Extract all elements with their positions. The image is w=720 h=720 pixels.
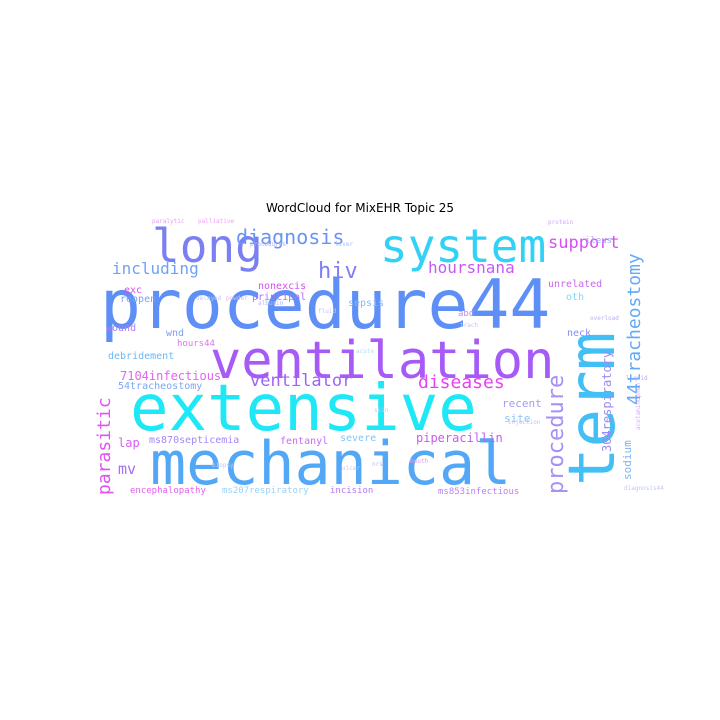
word-oth: oth (566, 292, 584, 303)
word-parasitic: parasitic (94, 397, 115, 495)
word-mv: mv (118, 460, 136, 478)
word-54tracheostomy: 54tracheostomy (118, 381, 202, 392)
word-unrelated: unrelated (548, 279, 602, 290)
word-nrs: nrs (372, 461, 383, 468)
word-lap: lap (118, 436, 140, 450)
word-procedure44: procedure44 (100, 266, 550, 345)
word-incision: incision (330, 486, 373, 496)
word-sodium: sodium (621, 440, 634, 480)
word-304respiratory: 304respiratory (600, 351, 614, 452)
word-trach: trach (460, 322, 478, 329)
word-liquid: liquid (626, 375, 648, 382)
word-debridement: debridement (108, 351, 174, 362)
word-skin: skin (374, 407, 389, 414)
word-reopen: reopen (120, 294, 156, 305)
word-protein: protein (548, 219, 574, 226)
word-recent: recent (502, 397, 542, 410)
word-ms870septicemia: ms870septicemia (149, 435, 239, 446)
word-mouth: mouth (410, 458, 428, 465)
word-wnd: wnd (166, 328, 184, 339)
word-hoursnana: hoursnana (428, 258, 515, 277)
word-delayed: delayed (196, 295, 222, 302)
word-ventilator: ventilator (250, 371, 352, 391)
word-wound: wound (106, 323, 136, 334)
word-exc: exc (124, 285, 142, 296)
word-acute: acute (356, 348, 374, 355)
word-ileus: ileus (585, 236, 612, 246)
word-44tracheostomy: 44tracheostomy (624, 253, 645, 405)
word-severe: severe (340, 433, 376, 444)
word-procedure: procedure (544, 375, 569, 494)
word-diagnosis44: diagnosis44 (624, 485, 664, 492)
word-long: long (152, 219, 263, 273)
word-albumin: albumin (258, 300, 284, 307)
word-palliative: palliative (198, 218, 235, 225)
word-sepsis: sepsis (348, 298, 384, 309)
word-encephalopathy: encephalopathy (130, 486, 206, 496)
word-extensive: extensive (130, 372, 477, 446)
word-7104infectious: 7104infectious (120, 369, 221, 383)
word-paralytic: paralytic (152, 218, 185, 225)
word-including: including (112, 259, 199, 278)
word-hiv: hiv (318, 259, 358, 284)
word-ulcer: ulcer (342, 465, 360, 472)
word-piperacillin: piperacillin (416, 431, 503, 445)
word-ms853infectious: ms853infectious (438, 487, 519, 497)
word-fentanyl: fentanyl (280, 436, 328, 447)
word-mechanical: mechanical (150, 429, 511, 499)
word-liver: liver (335, 241, 353, 248)
word-overload: overload (590, 315, 619, 322)
word-support: support (548, 233, 620, 253)
word-fluid: fluid (318, 308, 336, 315)
word-hours44: hours44 (177, 339, 215, 349)
chart-title: WordCloud for MixEHR Topic 25 (265, 201, 455, 215)
word-principal: principal (252, 292, 306, 303)
word-diseases: diseases (418, 372, 505, 393)
word-neck: neck (567, 328, 591, 339)
word-site: site (504, 412, 531, 425)
word-nonexcis: nonexcis (258, 281, 306, 292)
word-biopsy: biopsy (212, 462, 234, 469)
word-diagnosis: diagnosis (236, 225, 344, 249)
word-abd: abd (458, 309, 474, 319)
word-term: term (556, 332, 630, 486)
word-injection: injection (508, 419, 541, 426)
word-procedures: procedures (250, 241, 287, 248)
word-ventilation: ventilation (210, 331, 554, 391)
word-system: system (380, 219, 546, 273)
word-acetaminophen: acetaminophen (635, 383, 642, 430)
word-ms207respiratory: ms207respiratory (222, 486, 309, 496)
word-powder: powder (226, 295, 248, 302)
